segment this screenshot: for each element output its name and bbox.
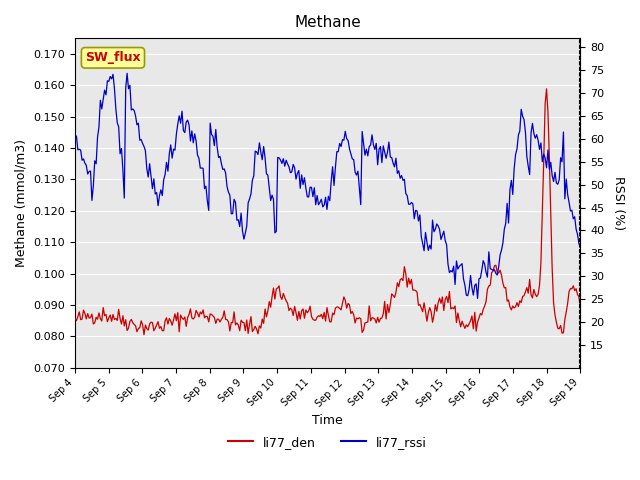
Title: Methane: Methane bbox=[294, 15, 361, 30]
X-axis label: Time: Time bbox=[312, 414, 343, 427]
Legend: li77_den, li77_rssi: li77_den, li77_rssi bbox=[223, 431, 432, 454]
Y-axis label: RSSI (%): RSSI (%) bbox=[612, 176, 625, 230]
Text: SW_flux: SW_flux bbox=[85, 51, 141, 64]
Y-axis label: Methane (mmol/m3): Methane (mmol/m3) bbox=[15, 139, 28, 267]
